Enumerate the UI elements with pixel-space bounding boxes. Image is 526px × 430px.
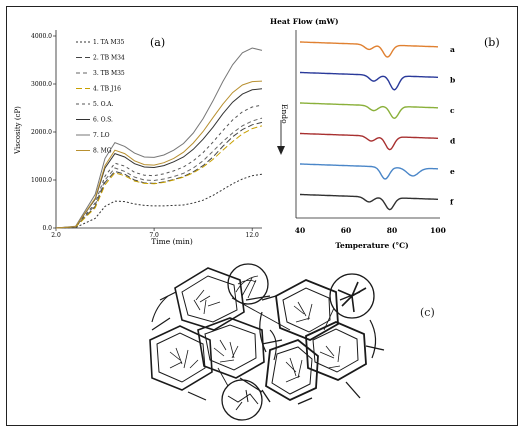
legend-label: 7. LO — [93, 132, 110, 139]
left-cell-cluster — [149, 267, 283, 401]
panel-c-micrograph-sketch: (c) — [149, 263, 435, 421]
dsc-curve-a — [300, 41, 438, 58]
dsc-curve-e — [300, 163, 438, 180]
panel-b-dsc-chart: Heat Flow (mW) (b) Endo 40 60 80 100 Temper… — [270, 17, 500, 250]
legend-label: 5. O.A. — [93, 101, 113, 108]
inset-magnifier-top-left — [227, 263, 291, 331]
series-line-6 — [55, 88, 263, 229]
series-line-3 — [55, 117, 263, 229]
panel-b-endo-label: Endo — [280, 104, 289, 124]
endo-arrow-icon — [277, 120, 285, 155]
series-line-5 — [55, 104, 263, 229]
x-tick-label: 100 — [430, 226, 446, 235]
panel-b-x-ticks: 40 60 80 100 — [295, 226, 446, 235]
panel-a-y-label: Viscosity (cP) — [14, 106, 22, 155]
curve-label: f — [450, 198, 454, 207]
x-tick-label: 7.0 — [149, 232, 159, 239]
panel-b-x-label: Temperature (°C) — [335, 241, 408, 250]
series-line-1 — [55, 173, 263, 229]
legend-label: 4. TB J16 — [93, 86, 121, 93]
curve-label: e — [450, 167, 455, 176]
figure-frame — [6, 6, 518, 426]
inset-magnifier-top-right — [323, 273, 375, 331]
x-tick-label: 80 — [387, 226, 397, 235]
dsc-curve-d — [300, 132, 438, 151]
curve-label: b — [450, 76, 455, 85]
panel-a-label: (a) — [150, 36, 165, 49]
y-tick-label: 4000.0 — [31, 33, 52, 40]
legend-label: 3. TB M35 — [93, 70, 125, 77]
inset-magnifier-bottom — [217, 367, 263, 421]
legend-label: 8. MG — [93, 148, 112, 155]
legend-label: 1. TA M35 — [93, 39, 125, 46]
panel-a-x-ticks: 2.0 7.0 12.0 — [51, 228, 259, 239]
y-tick-label: 0.0 — [42, 225, 52, 232]
legend-label: 6. O.S. — [93, 117, 113, 124]
panel-c-label: (c) — [420, 306, 435, 319]
panel-a-y-ticks: 0.0 1000.0 2000.0 3000.0 4000.0 — [31, 33, 56, 232]
dsc-curve-f — [300, 193, 438, 211]
curve-label: a — [450, 45, 455, 54]
panel-b-label: (b) — [484, 36, 500, 49]
x-tick-label: 12.0 — [246, 232, 260, 239]
series-line-7 — [55, 47, 263, 229]
series-line-2 — [55, 121, 263, 229]
curve-label: d — [450, 137, 456, 146]
dsc-curve-c — [300, 102, 438, 120]
panel-a-viscosity-chart: (a) 0.0 1000.0 2000.0 3000.0 4000.0 2.0 7.0 12… — [14, 30, 263, 246]
series-line-4 — [55, 125, 263, 229]
curve-label: c — [450, 106, 455, 115]
y-tick-label: 1000.0 — [31, 177, 52, 184]
series-line-8 — [55, 80, 263, 229]
x-tick-label: 2.0 — [51, 232, 61, 239]
panel-a-series-lines — [55, 47, 263, 229]
dsc-curve-b — [300, 71, 438, 91]
panel-b-curves: a b c d e f — [300, 41, 456, 211]
legend-label: 2. TB M34 — [93, 55, 125, 62]
panel-a-x-label: Time (min) — [151, 237, 193, 246]
y-tick-label: 3000.0 — [31, 81, 52, 88]
x-tick-label: 40 — [295, 226, 305, 235]
right-cell-cluster — [259, 279, 385, 405]
y-tick-label: 2000.0 — [31, 129, 52, 136]
x-tick-label: 60 — [341, 226, 351, 235]
panel-b-title: Heat Flow (mW) — [270, 17, 339, 26]
panel-a-legend: 1. TA M35 2. TB M34 3. TB M35 4. TB J16 5. O… — [76, 39, 125, 155]
